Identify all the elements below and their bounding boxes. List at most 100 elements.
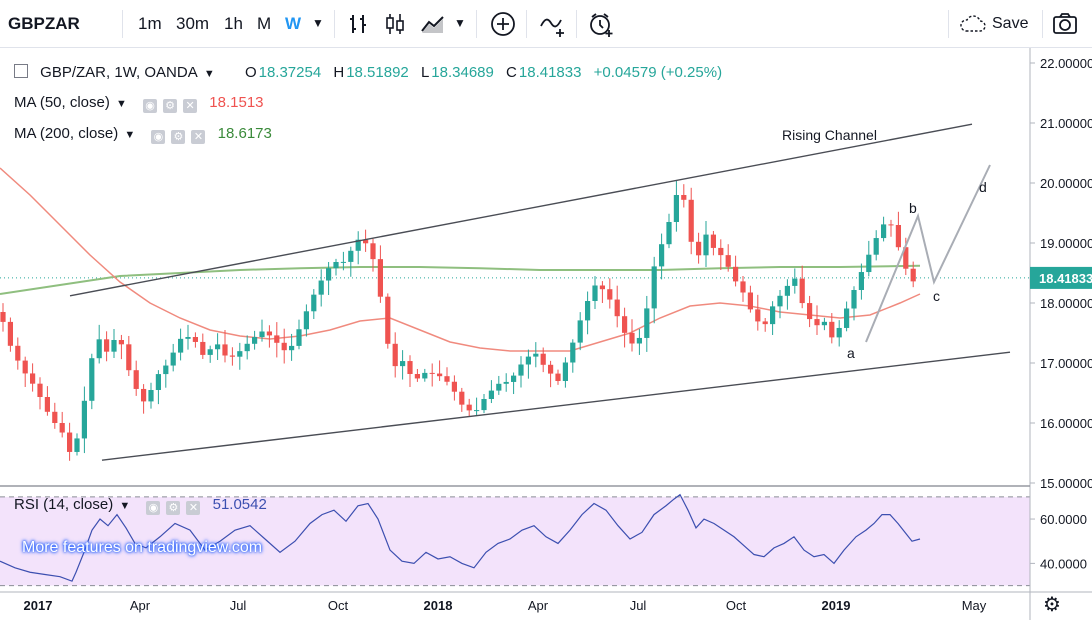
candle-body xyxy=(67,432,73,452)
ma200-dropdown-icon[interactable]: ▼ xyxy=(124,129,136,141)
candle-body xyxy=(599,285,605,290)
candle-body xyxy=(466,404,472,411)
ma200-close-icon[interactable]: ✕ xyxy=(191,130,206,144)
interval-1m-monthly[interactable]: M xyxy=(257,14,272,33)
candle-body xyxy=(614,299,620,317)
price-tick-label: 18.00000 xyxy=(1040,296,1092,311)
rsi-tick-label: 40.0000 xyxy=(1040,556,1087,571)
ma200-legend: MA (200, close) ▼ ◉ ⚙ ✕ 18.6173 xyxy=(14,125,274,144)
candle-body xyxy=(59,423,65,433)
symbol-search[interactable]: GBPZAR xyxy=(8,14,80,33)
candle-body xyxy=(340,261,346,263)
chart-style-dropdown-icon[interactable]: ▼ xyxy=(454,16,466,30)
alert-clock-icon[interactable] xyxy=(586,9,616,39)
candle-body xyxy=(185,337,191,339)
rsi-dropdown-icon[interactable]: ▼ xyxy=(119,500,131,512)
interval-30m[interactable]: 30m xyxy=(176,14,210,33)
ma200-gear-icon[interactable]: ⚙ xyxy=(171,130,186,144)
candle-body xyxy=(333,262,339,269)
area-style-icon[interactable] xyxy=(418,9,448,39)
candle-body xyxy=(44,397,50,412)
candle-body xyxy=(651,266,657,309)
candle-body xyxy=(0,312,6,322)
time-axis-settings-icon[interactable]: ⚙ xyxy=(1043,594,1061,616)
bars-style-icon[interactable] xyxy=(344,9,374,39)
candle-body xyxy=(422,372,428,379)
legend-dropdown-icon[interactable]: ▼ xyxy=(203,68,215,80)
candle-body xyxy=(903,247,909,269)
candle-body xyxy=(895,225,901,248)
ma200-eye-icon[interactable]: ◉ xyxy=(151,130,166,144)
candle-body xyxy=(725,255,731,267)
save-label: Save xyxy=(992,15,1029,32)
candle-body xyxy=(540,353,546,365)
candle-body xyxy=(770,306,776,325)
save-button[interactable]: Save xyxy=(958,10,1032,38)
toolbar-divider xyxy=(526,10,527,38)
candle-body xyxy=(518,364,524,376)
candle-body xyxy=(281,342,287,351)
time-tick-label: Jul xyxy=(230,598,247,613)
candle-body xyxy=(762,321,768,325)
rsi-series-line xyxy=(0,493,921,582)
ma50-eye-icon[interactable]: ◉ xyxy=(143,99,158,113)
rsi-gear-icon[interactable]: ⚙ xyxy=(166,501,181,515)
candle-body xyxy=(873,238,879,255)
candle-body xyxy=(792,278,798,286)
candle-body xyxy=(607,289,613,300)
candle-body xyxy=(503,381,509,384)
candle-body xyxy=(348,250,354,262)
interval-dropdown-icon[interactable]: ▼ xyxy=(312,16,324,30)
legend-title: GBP/ZAR, 1W, OANDA xyxy=(40,64,198,81)
ma50-gear-icon[interactable]: ⚙ xyxy=(163,99,178,113)
candle-body xyxy=(192,337,198,342)
candle-body xyxy=(511,375,517,382)
candle-body xyxy=(496,383,502,391)
candle-body xyxy=(644,308,650,338)
ma50-dropdown-icon[interactable]: ▼ xyxy=(116,98,127,110)
candle-body xyxy=(592,285,598,301)
candle-body xyxy=(318,280,324,295)
low-value: 18.34689 xyxy=(431,64,494,81)
price-tick-label: 22.00000 xyxy=(1040,56,1092,71)
candle-body xyxy=(710,234,716,248)
time-tick-label: 2018 xyxy=(424,598,453,613)
candle-body xyxy=(888,224,894,226)
ma50-close-icon[interactable]: ✕ xyxy=(183,99,198,113)
interval-1m[interactable]: 1m xyxy=(138,14,162,33)
top-toolbar: GBPZAR 1m 30m 1h M W ▼ ▼ Save xyxy=(0,0,1092,48)
interval-1h[interactable]: 1h xyxy=(224,14,243,33)
candle-body xyxy=(37,383,43,397)
candle-body xyxy=(836,327,842,338)
candle-body xyxy=(148,390,154,402)
wave-b-label: b xyxy=(909,200,917,216)
candle-body xyxy=(681,195,687,200)
snapshot-camera-icon[interactable] xyxy=(1050,9,1080,39)
compare-symbol-icon[interactable] xyxy=(538,9,568,39)
candles-style-icon[interactable] xyxy=(380,9,410,39)
candle-body xyxy=(829,321,835,338)
rsi-close-icon[interactable]: ✕ xyxy=(186,501,201,515)
interval-1w[interactable]: W xyxy=(285,14,302,33)
rsi-tick-label: 60.0000 xyxy=(1040,512,1087,527)
candle-body xyxy=(858,272,864,290)
collapse-legend-icon[interactable] xyxy=(14,64,28,78)
candle-body xyxy=(363,239,369,244)
rsi-label: RSI (14, close) xyxy=(14,496,114,513)
candle-body xyxy=(15,345,21,361)
candle-body xyxy=(673,195,679,222)
price-tick-label: 19.00000 xyxy=(1040,236,1092,251)
promo-link[interactable]: More features on tradingview.com xyxy=(22,539,263,556)
close-label: C xyxy=(506,64,517,81)
indicators-plus-icon[interactable] xyxy=(488,9,518,39)
time-tick-label: Jul xyxy=(630,598,647,613)
candle-body xyxy=(377,259,383,297)
toolbar-divider xyxy=(122,10,123,38)
candle-body xyxy=(755,309,761,322)
rsi-line xyxy=(0,493,921,582)
price-tick-label: 16.00000 xyxy=(1040,416,1092,431)
rsi-eye-icon[interactable]: ◉ xyxy=(146,501,161,515)
price-tick-label: 15.00000 xyxy=(1040,476,1092,491)
candle-body xyxy=(703,234,709,256)
candle-body xyxy=(577,320,583,343)
